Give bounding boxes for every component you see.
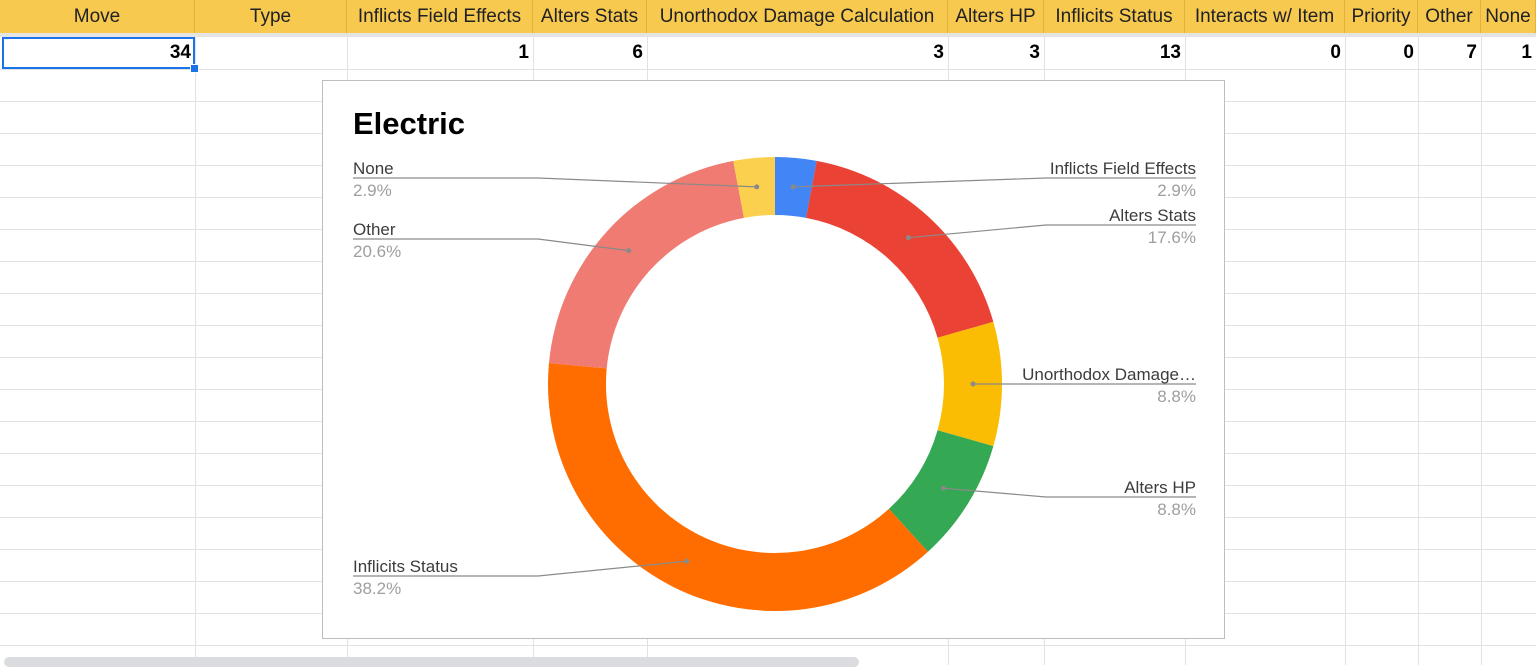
leader-line [908,224,1196,239]
slice-label: Alters HP [1124,478,1196,497]
row-gridline [0,69,1536,70]
slice-other[interactable] [548,160,744,369]
data-cell[interactable]: 6 [632,42,643,63]
header-divider [0,33,1536,37]
slice-inflicits-status[interactable] [548,363,928,611]
slice-none[interactable] [733,157,775,218]
column-header[interactable]: Type [195,0,347,33]
data-cell[interactable]: 3 [933,42,944,63]
data-cell[interactable]: 13 [1159,42,1181,63]
slice-percent-label: 8.8% [1157,500,1196,519]
column-header[interactable]: Alters Stats [533,0,647,33]
column-header[interactable]: Inflicts Field Effects [347,0,533,33]
leader-dot [754,184,760,190]
slice-inflicts-field-effects[interactable] [775,157,817,218]
chart-title: Electric [353,106,465,141]
data-cell[interactable]: 0 [1330,42,1341,63]
data-cell[interactable]: 0 [1403,42,1414,63]
column-header[interactable]: None [1481,0,1536,33]
slice-percent-label: 38.2% [353,579,401,598]
data-cell[interactable]: 1 [518,42,529,63]
column-gridline [1345,37,1346,665]
leader-line [793,177,1196,188]
data-cell[interactable]: 34 [169,42,191,63]
column-header[interactable]: Alters HP [948,0,1044,33]
column-header[interactable]: Move [0,0,195,33]
slice-percent-label: 20.6% [353,242,401,261]
slice-label: Unorthodox Damage… [1022,365,1196,384]
row-gridline [0,645,1536,646]
leader-dot [790,184,796,190]
slice-percent-label: 17.6% [1148,228,1196,247]
fill-handle[interactable] [190,64,199,73]
column-header[interactable]: Inflicits Status [1044,0,1185,33]
slice-label: None [353,159,394,178]
slice-percent-label: 2.9% [1157,181,1196,200]
horizontal-scrollbar[interactable] [4,657,859,667]
leader-line [943,487,1196,498]
data-cell[interactable]: 1 [1521,42,1532,63]
slice-label: Other [353,220,396,239]
slice-percent-label: 2.9% [353,181,392,200]
data-cell[interactable]: 3 [1029,42,1040,63]
column-gridline [195,37,196,665]
leader-line [353,560,687,577]
leader-line [353,177,757,188]
column-gridline [1418,37,1419,665]
donut-chart[interactable]: Electric Inflicts Field Effects 2.9% Alter… [322,80,1225,639]
slice-label: Alters Stats [1109,206,1196,225]
slice-alters-hp[interactable] [888,430,994,552]
leader-dot [626,248,632,254]
data-cell[interactable]: 7 [1466,42,1477,63]
column-header[interactable]: Unorthodox Damage Calculation [647,0,948,33]
leader-dot [940,485,946,491]
slice-percent-label: 8.8% [1157,387,1196,406]
column-header[interactable]: Other [1418,0,1481,33]
column-header[interactable]: Priority [1345,0,1418,33]
slice-label: Inflicits Status [353,557,458,576]
leader-dot [684,558,690,564]
active-cell-selection[interactable] [2,37,195,69]
leader-line [353,238,629,252]
leader-dot [970,381,976,387]
slice-unorthodox-damage-calculation[interactable] [937,321,1002,447]
chart-canvas: Electric Inflicts Field Effects 2.9% Alter… [353,106,1196,611]
slice-alters-stats[interactable] [806,160,994,338]
slice-label: Inflicts Field Effects [1050,159,1196,178]
column-header[interactable]: Interacts w/ Item [1185,0,1345,33]
column-gridline [1481,37,1482,665]
leader-dot [905,235,911,241]
